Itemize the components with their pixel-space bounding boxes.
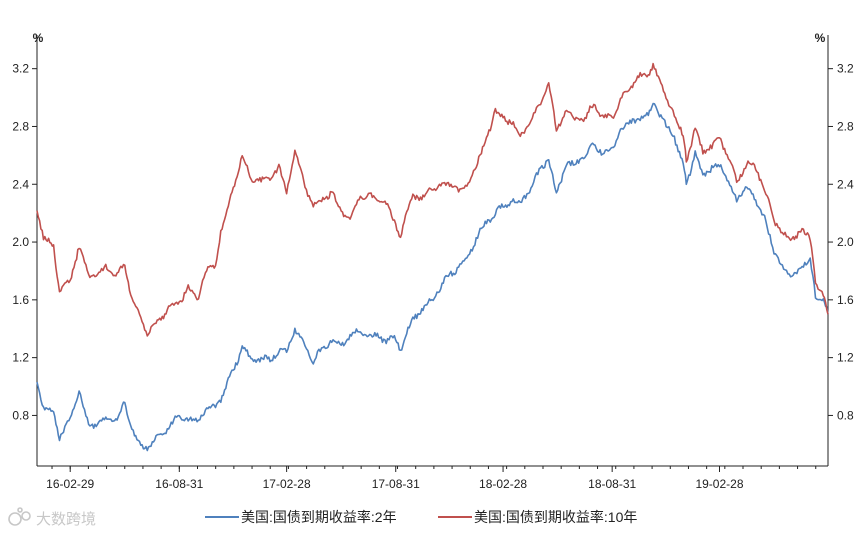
x-tick-label: 19-02-28	[695, 477, 743, 491]
y-tick-label-left: 3.2	[12, 62, 29, 76]
legend-label: 美国:国债到期收益率:2年	[241, 509, 397, 525]
y-unit-right: %	[815, 31, 826, 45]
x-tick-label: 17-08-31	[372, 477, 420, 491]
y-tick-label-left: 1.6	[12, 293, 29, 307]
y-tick-label-left: 0.8	[12, 408, 29, 422]
x-tick-label: 18-02-28	[479, 477, 527, 491]
y-tick-label-right: 2.4	[837, 177, 854, 191]
y-tick-label-left: 1.2	[12, 351, 29, 365]
logo-icon	[8, 507, 31, 526]
legend-label: 美国:国债到期收益率:10年	[474, 509, 637, 525]
y-tick-label-right: 2.8	[837, 119, 854, 133]
y-tick-label-right: 1.6	[837, 293, 854, 307]
x-tick-label: 16-08-31	[155, 477, 203, 491]
y-tick-label-right: 3.2	[837, 62, 854, 76]
watermark-text: 大数跨境	[36, 510, 96, 528]
legend: 美国:国债到期收益率:2年 美国:国债到期收益率:10年	[205, 509, 637, 525]
y-tick-label-right: 0.8	[837, 408, 854, 422]
y-tick-label-right: 1.2	[837, 351, 854, 365]
y-tick-label-right: 2.0	[837, 235, 854, 249]
y-unit-left: %	[33, 31, 44, 45]
series-lines	[36, 62, 829, 452]
y-tick-label-left: 2.0	[12, 235, 29, 249]
watermark-logo: 大数跨境	[6, 506, 118, 530]
x-tick-label: 17-02-28	[263, 477, 311, 491]
series-line-10y	[36, 62, 829, 337]
x-tick-label: 16-02-29	[46, 477, 94, 491]
series-line-2y	[36, 102, 829, 452]
y-tick-label-left: 2.8	[12, 119, 29, 133]
axes: % % 0.8 0.8 1.2 1.2 1.6 1.6 2.0 2.0 2.4 2.4 2.8 2.8 3.…	[12, 31, 854, 491]
y-tick-label-left: 2.4	[12, 177, 29, 191]
x-tick-label: 18-08-31	[588, 477, 636, 491]
